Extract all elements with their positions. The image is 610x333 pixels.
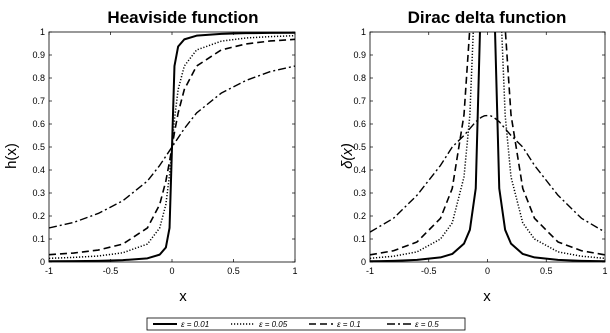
heaviside-ytick-label: 0.3 bbox=[32, 188, 45, 198]
dirac-ytick-label: 0.2 bbox=[353, 211, 366, 221]
heaviside-ytick-label: 0.6 bbox=[32, 119, 45, 129]
heaviside-xtick-label: 0.5 bbox=[227, 266, 240, 276]
heaviside-xtick-label: 0 bbox=[169, 266, 174, 276]
heaviside-xtick-label: -0.5 bbox=[103, 266, 119, 276]
heaviside-ytick-label: 0.8 bbox=[32, 73, 45, 83]
dirac-xtick-label: 1 bbox=[602, 266, 607, 276]
legend: ε = 0.01 ε = 0.05 ε = 0.1 ε = 0.5 bbox=[146, 317, 466, 331]
legend-label: ε = 0.01 bbox=[181, 320, 209, 329]
heaviside-series-3 bbox=[49, 65, 295, 229]
dirac-ytick-label: 0.3 bbox=[353, 188, 366, 198]
dirac-xtick-label: -1 bbox=[366, 266, 374, 276]
heaviside-title: Heaviside function bbox=[107, 8, 258, 27]
heaviside-ytick-label: 0.4 bbox=[32, 165, 45, 175]
dirac-ytick-label: 0.4 bbox=[353, 165, 366, 175]
dirac-series-3 bbox=[370, 114, 605, 233]
dirac-title: Dirac delta function bbox=[408, 8, 567, 27]
dirac-ylabel: δ(x) bbox=[339, 143, 356, 169]
dirac-series-1 bbox=[370, 32, 605, 260]
dirac-xtick-label: 0.5 bbox=[540, 266, 553, 276]
legend-label: ε = 0.1 bbox=[337, 320, 361, 329]
heaviside-xtick-label: 1 bbox=[292, 266, 297, 276]
dirac-xtick-label: -0.5 bbox=[421, 266, 437, 276]
heaviside-ytick-label: 0.2 bbox=[32, 211, 45, 221]
legend-label: ε = 0.5 bbox=[415, 320, 439, 329]
dirac-ytick-label: 0.7 bbox=[353, 96, 366, 106]
dirac-ytick-label: 0.5 bbox=[353, 142, 366, 152]
heaviside-xlabel: x bbox=[179, 288, 187, 305]
heaviside-plot: Heaviside function x h(x) -1 -0.5 0 0.5 1 0 0.… bbox=[3, 8, 298, 305]
legend-label: ε = 0.05 bbox=[259, 320, 288, 329]
dirac-ytick-label: 1 bbox=[361, 27, 366, 37]
dirac-series-2 bbox=[370, 32, 605, 256]
dirac-ytick-label: 0.1 bbox=[353, 234, 366, 244]
dirac-ytick-label: 0.6 bbox=[353, 119, 366, 129]
heaviside-ytick-label: 0.9 bbox=[32, 50, 45, 60]
dirac-delta-plot: Dirac delta function x δ(x) -1 -0.5 0 0.5 1 0… bbox=[339, 8, 608, 305]
heaviside-series-1 bbox=[49, 34, 295, 260]
dirac-series-0 bbox=[370, 32, 605, 262]
heaviside-ytick-label: 0.5 bbox=[32, 142, 45, 152]
heaviside-ytick-label: 0.1 bbox=[32, 234, 45, 244]
dirac-ytick-label: 0.8 bbox=[353, 73, 366, 83]
dirac-xtick-label: 0 bbox=[485, 266, 490, 276]
dirac-ticks: -1 -0.5 0 0.5 1 0 0.1 0.2 0.3 0.4 0.5 0.6 0.7 0.8 0.9 1 bbox=[353, 27, 607, 276]
heaviside-curves bbox=[49, 32, 295, 262]
heaviside-xtick-label: -1 bbox=[45, 266, 53, 276]
heaviside-axes-box bbox=[48, 31, 296, 263]
dirac-ytick-label: 0 bbox=[361, 257, 366, 267]
heaviside-ylabel: h(x) bbox=[3, 143, 20, 169]
dirac-curves bbox=[370, 32, 605, 262]
heaviside-ytick-label: 0.7 bbox=[32, 96, 45, 106]
dirac-xlabel: x bbox=[483, 288, 491, 305]
heaviside-ytick-label: 0 bbox=[40, 257, 45, 267]
heaviside-series-2 bbox=[49, 38, 295, 256]
heaviside-ytick-label: 1 bbox=[40, 27, 45, 37]
heaviside-ticks: -1 -0.5 0 0.5 1 0 0.1 0.2 0.3 0.4 0.5 0.6 0.7 0.8 0.9 1 bbox=[32, 27, 297, 276]
dirac-ytick-label: 0.9 bbox=[353, 50, 366, 60]
legend-box bbox=[146, 317, 466, 331]
dirac-axes-box bbox=[369, 31, 606, 263]
